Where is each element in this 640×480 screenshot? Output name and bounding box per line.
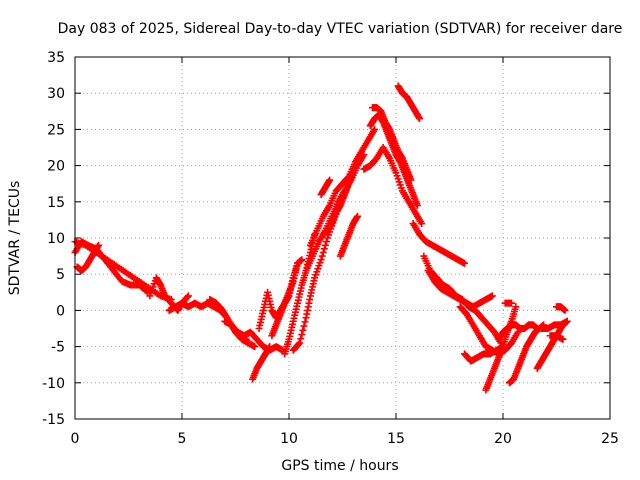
data-point xyxy=(297,335,305,343)
y-tick-label: 5 xyxy=(56,267,65,283)
series-sat-ab xyxy=(495,321,541,343)
x-axis-label: GPS time / hours xyxy=(281,458,398,474)
data-point xyxy=(296,339,304,347)
data-point xyxy=(295,340,303,348)
series-sat-p xyxy=(317,176,334,199)
data-point xyxy=(317,256,325,264)
data-point xyxy=(321,241,329,249)
x-tick-label: 25 xyxy=(601,431,619,447)
series-sat-t xyxy=(368,104,415,184)
y-tick-label: 10 xyxy=(47,231,65,247)
y-tick-label: 30 xyxy=(47,86,65,102)
data-point xyxy=(95,241,103,249)
series-sat-o xyxy=(319,169,357,238)
data-point xyxy=(488,292,496,300)
y-tick-label: 25 xyxy=(47,122,65,138)
data-point xyxy=(413,201,421,209)
y-tick-label: -15 xyxy=(42,412,65,428)
data-point xyxy=(251,343,259,351)
y-tick-label: -10 xyxy=(42,376,65,392)
y-axis-label: SDTVAR / TECUs xyxy=(7,181,23,296)
series-sat-j xyxy=(268,256,306,340)
data-point xyxy=(298,331,306,339)
y-tick-label: 20 xyxy=(47,159,65,175)
data-point xyxy=(318,252,326,260)
data-point xyxy=(561,306,569,314)
series-sat-c xyxy=(73,241,103,275)
data-point xyxy=(183,293,191,301)
plot-points xyxy=(71,82,571,394)
y-tick-label: 35 xyxy=(47,50,65,66)
series-sat-af xyxy=(546,332,567,343)
data-point xyxy=(266,343,274,351)
data-point xyxy=(300,322,308,330)
data-point xyxy=(460,259,468,267)
x-tick-label: 15 xyxy=(387,431,405,447)
data-point xyxy=(322,238,330,246)
grid xyxy=(75,57,610,419)
data-point xyxy=(353,212,361,220)
data-point xyxy=(326,176,334,184)
data-point xyxy=(349,169,357,177)
x-tick-label: 5 xyxy=(178,431,187,447)
series-sat-ae xyxy=(538,317,571,332)
x-tick-label: 20 xyxy=(494,431,512,447)
y-tick-label: 0 xyxy=(56,303,65,319)
y-tick-label: 15 xyxy=(47,195,65,211)
data-point xyxy=(407,176,415,184)
data-point xyxy=(320,245,328,253)
series-sat-x xyxy=(424,267,496,311)
x-axis-ticks: 0 5 10 15 20 25 xyxy=(71,57,619,447)
series-sat-n xyxy=(306,125,379,249)
data-point xyxy=(142,287,150,295)
data-point xyxy=(559,335,567,343)
y-axis-ticks: -15 -10 -5 0 5 10 15 20 25 30 35 xyxy=(42,50,610,428)
series-sat-q xyxy=(336,212,361,260)
series-sat-ah xyxy=(501,299,516,307)
data-point xyxy=(298,256,306,264)
data-point xyxy=(301,318,309,326)
data-point xyxy=(416,115,424,123)
series-sat-ac xyxy=(505,321,548,387)
x-tick-label: 10 xyxy=(280,431,298,447)
series-sat-u xyxy=(394,82,424,123)
data-point xyxy=(371,125,379,133)
y-tick-label: -5 xyxy=(51,340,65,356)
data-point xyxy=(563,317,571,325)
data-point xyxy=(184,292,192,300)
series-sat-aa xyxy=(482,303,520,394)
data-point xyxy=(418,220,426,228)
series-sat-k xyxy=(281,230,319,358)
data-point xyxy=(508,299,516,307)
data-point xyxy=(319,248,327,256)
series-sat-h xyxy=(249,343,274,383)
series-sat-ag xyxy=(553,303,569,314)
x-tick-label: 0 xyxy=(71,431,80,447)
series-sat-v xyxy=(409,220,468,267)
series-sat-r xyxy=(360,144,426,228)
data-point xyxy=(512,303,520,311)
chart-title: Day 083 of 2025, Sidereal Day-to-day VTE… xyxy=(58,21,623,37)
data-point xyxy=(299,326,307,334)
